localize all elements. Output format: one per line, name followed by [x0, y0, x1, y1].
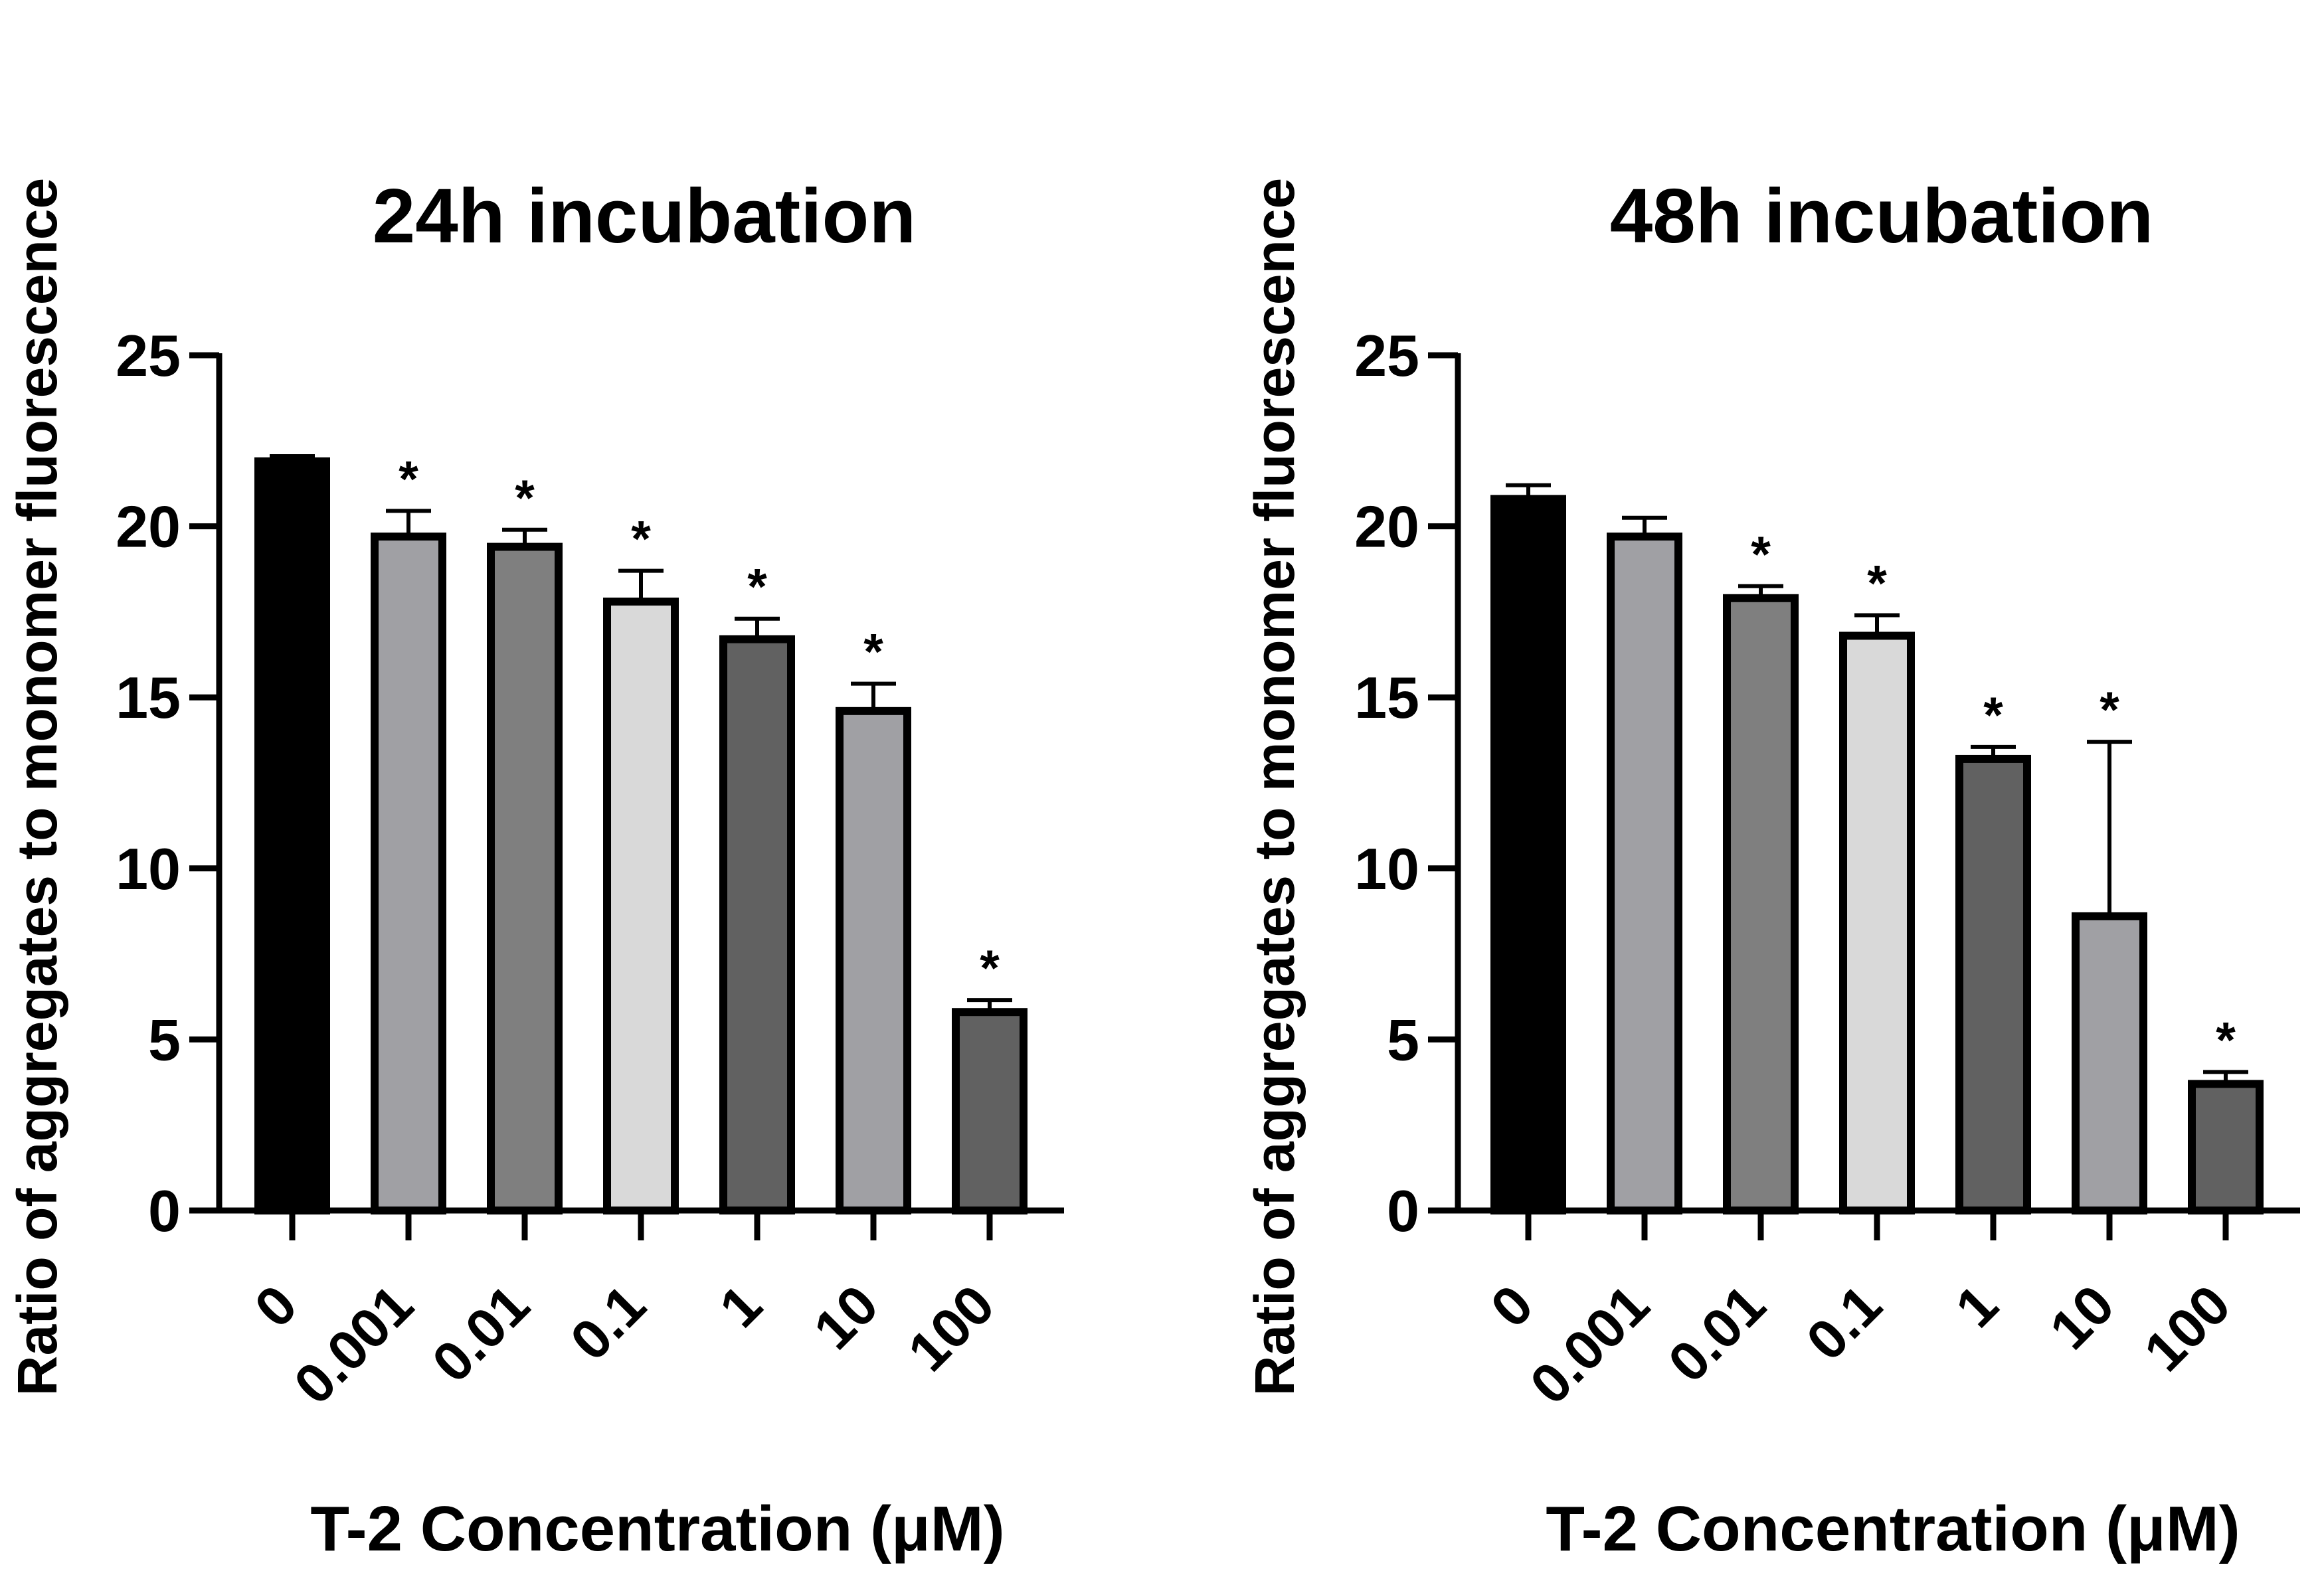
x-tick-label: 0.1 [559, 1273, 658, 1372]
x-tick-label: 0.1 [1795, 1273, 1894, 1372]
bar [487, 543, 563, 1214]
x-tick-label: 100 [896, 1273, 1006, 1383]
y-tick-label: 10 [116, 836, 181, 902]
significance-marker: * [399, 451, 418, 507]
bar [1607, 533, 1682, 1214]
bar [1955, 754, 2031, 1215]
significance-marker: * [2100, 682, 2119, 738]
y-tick-label: 5 [1387, 1007, 1419, 1072]
x-tick-label: 10 [2038, 1273, 2126, 1361]
significance-marker: * [1867, 556, 1887, 612]
bar [2188, 1080, 2264, 1214]
x-tick-label: 0.01 [420, 1273, 541, 1394]
x-axis-label: T-2 Concentration (μM) [1546, 1493, 2240, 1564]
bar [1839, 631, 1915, 1214]
y-tick-label: 5 [148, 1007, 181, 1072]
y-tick-label: 15 [1354, 665, 1419, 730]
y-tick-label: 25 [116, 323, 181, 388]
bar [371, 533, 446, 1214]
x-axis-label: T-2 Concentration (μM) [310, 1493, 1004, 1564]
bar [603, 597, 679, 1214]
significance-marker: * [980, 940, 1000, 997]
x-tick-label: 1 [707, 1273, 774, 1339]
panel-48h: 48h incubation Ratio of aggregates to mon… [1243, 173, 2300, 1564]
significance-marker: * [631, 511, 651, 568]
bar [254, 457, 330, 1214]
panel-24h: 24h incubation Ratio of aggregates to mon… [6, 173, 1064, 1564]
bar [719, 635, 795, 1214]
x-tick-label: 10 [802, 1273, 890, 1361]
significance-marker: * [1983, 687, 2003, 744]
bar [1723, 594, 1799, 1214]
x-tick-label: 0 [242, 1273, 309, 1339]
bar [1490, 495, 1566, 1214]
bar [836, 707, 911, 1214]
y-tick-label: 20 [1354, 494, 1419, 560]
x-tick-label: 1 [1943, 1273, 2010, 1339]
y-tick-label: 25 [1354, 323, 1419, 388]
y-tick-label: 20 [116, 494, 181, 560]
bar [952, 1008, 1028, 1214]
y-tick-label: 0 [1387, 1178, 1419, 1244]
x-tick-label: 0.001 [282, 1273, 425, 1416]
y-tick-label: 0 [148, 1178, 181, 1244]
bar [2072, 912, 2147, 1214]
y-axis-label: Ratio of aggregates to monomer fluoresce… [1243, 178, 1306, 1396]
y-axis-label: Ratio of aggregates to monomer fluoresce… [6, 178, 68, 1396]
x-tick-label: 0.01 [1656, 1273, 1777, 1394]
x-tick-label: 0.001 [1518, 1273, 1661, 1416]
y-tick-label: 10 [1354, 836, 1419, 902]
significance-marker: * [863, 624, 883, 681]
significance-marker: * [515, 470, 535, 527]
x-tick-label: 0 [1478, 1273, 1545, 1339]
x-tick-label: 100 [2132, 1273, 2242, 1383]
y-tick-label: 15 [116, 665, 181, 730]
chart-title: 48h incubation [1610, 173, 2154, 259]
significance-marker: * [747, 559, 767, 616]
significance-marker: * [2216, 1012, 2236, 1068]
chart-title: 24h incubation [373, 173, 917, 259]
significance-marker: * [1751, 527, 1771, 583]
